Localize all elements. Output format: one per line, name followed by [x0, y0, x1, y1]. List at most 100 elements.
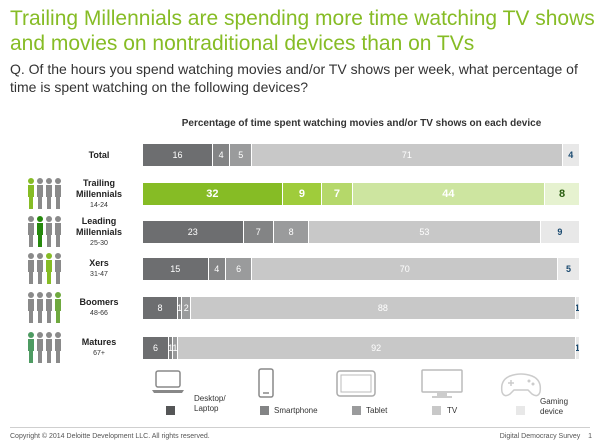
- data-label: 1: [576, 303, 579, 313]
- row-label: Boomers 48-66: [60, 297, 138, 319]
- data-label: 5: [566, 264, 572, 274]
- bar-segment: 9: [540, 221, 580, 243]
- category-name: Leading Millennials: [75, 215, 122, 237]
- bar-segment: 4: [562, 144, 580, 166]
- legend-swatch-gaming: [516, 406, 525, 415]
- bar-segment: 32: [143, 183, 283, 205]
- bar-segment: 44: [352, 183, 546, 205]
- data-label: 7: [255, 227, 261, 237]
- data-label: 71: [401, 150, 412, 160]
- bar-segment: 1: [575, 297, 580, 319]
- data-label: 6: [152, 343, 158, 353]
- bar-segment: 4: [212, 144, 231, 166]
- bar-segment: 1: [177, 297, 183, 319]
- data-label: 4: [214, 264, 220, 274]
- data-label: 7: [333, 188, 340, 200]
- bar-segment: 70: [252, 258, 559, 280]
- bar-segment: 4: [208, 258, 227, 280]
- legend-item-laptop: Desktop/ Laptop: [150, 368, 240, 415]
- people-icon: [28, 178, 61, 209]
- row-label: Matures 67+: [60, 337, 138, 359]
- data-label: 53: [419, 227, 430, 237]
- legend-swatch-tablet: [352, 406, 361, 415]
- footer-divider: [10, 427, 590, 428]
- bar-segment: 2: [182, 297, 192, 319]
- bar-segment: 5: [230, 144, 253, 166]
- category-name: Xers: [89, 258, 109, 268]
- bar-segment: 7: [243, 221, 275, 243]
- legend-label-tablet: Tablet: [366, 406, 388, 415]
- chart-title: Percentage of time spent watching movies…: [181, 118, 542, 129]
- data-label: 5: [238, 150, 244, 160]
- bar-segment: 15: [143, 258, 209, 280]
- bar-segment: 16: [143, 144, 213, 166]
- bar-segment: 53: [309, 221, 541, 243]
- data-label: 1: [178, 303, 181, 313]
- legend-item-tablet: Tablet: [335, 368, 425, 415]
- legend-swatch-tv: [432, 406, 441, 415]
- data-label: 8: [157, 303, 163, 313]
- category-name: Trailing Millennials: [75, 177, 122, 199]
- tablet-icon: [336, 370, 376, 397]
- tv-icon: [421, 369, 463, 398]
- category-age: 67+: [93, 350, 105, 357]
- data-label: 44: [442, 188, 455, 200]
- legend-item-smartphone: Smartphone: [250, 368, 340, 415]
- row-label: Xers 31-47: [60, 258, 138, 280]
- data-label: 23: [187, 227, 198, 237]
- data-label: 32: [206, 188, 219, 200]
- bar-segment: 88: [191, 297, 576, 319]
- data-label: 1: [576, 343, 579, 353]
- row-label: Trailing Millennials 14-24: [60, 178, 138, 211]
- bar-segment: 8: [545, 183, 580, 205]
- category-age: 25-30: [90, 239, 108, 247]
- bar-segment: 1: [173, 337, 178, 359]
- category-age: 31-47: [90, 271, 108, 278]
- data-label: 92: [371, 343, 382, 353]
- legend-swatch-laptop: [166, 406, 175, 415]
- people-icon: [28, 292, 61, 323]
- legend-item-tv: TV: [420, 368, 510, 415]
- survey-name: Digital Democracy Survey: [499, 433, 581, 440]
- footer-source: Digital Democracy Survey 1: [500, 433, 592, 440]
- legend-swatch-smartphone: [260, 406, 269, 415]
- legend-label-gaming: Gaming device: [540, 397, 569, 416]
- data-label: 1: [169, 343, 172, 353]
- data-label: 15: [170, 264, 181, 274]
- data-label: 4: [218, 150, 224, 160]
- people-icon: [28, 253, 61, 284]
- data-label: 70: [399, 264, 410, 274]
- bar-segment: 9: [282, 183, 323, 205]
- data-label: 9: [298, 188, 306, 200]
- data-label: 6: [236, 264, 242, 274]
- laptop-icon: [152, 370, 184, 393]
- data-label: 2: [183, 303, 189, 313]
- survey-question: Q. Of the hours you spend watching movie…: [10, 61, 578, 95]
- bar-segment: 8: [143, 297, 178, 319]
- legend-item-gaming: Gaming device: [498, 368, 588, 416]
- bar-segment: 5: [558, 258, 580, 280]
- bar-segment: 8: [274, 221, 310, 243]
- page-title: Trailing Millennials are spending more t…: [10, 7, 595, 55]
- people-icon: [28, 216, 61, 247]
- bar-segment: 6: [226, 258, 253, 280]
- bar-segment: 1: [168, 337, 174, 359]
- data-label: 16: [172, 150, 183, 160]
- legend-label-smartphone: Smartphone: [274, 406, 318, 415]
- row-label: Total: [60, 150, 138, 161]
- category-age: 14-24: [90, 201, 108, 209]
- data-label: 8: [288, 227, 294, 237]
- legend-label-tv: TV: [447, 406, 458, 415]
- bar-segment: 92: [177, 337, 576, 359]
- bar-segment: 71: [252, 144, 563, 166]
- data-label: 8: [558, 188, 566, 200]
- bar-segment: 1: [575, 337, 580, 359]
- category-age: 48-66: [90, 310, 108, 317]
- data-label: 9: [557, 227, 563, 237]
- people-icon: [28, 332, 61, 363]
- copyright: Copyright © 2014 Deloitte Development LL…: [10, 433, 210, 440]
- category-name: Total: [88, 149, 110, 160]
- bar-segment: 23: [143, 221, 244, 243]
- data-label: 1: [173, 343, 176, 353]
- bar-segment: 6: [143, 337, 169, 359]
